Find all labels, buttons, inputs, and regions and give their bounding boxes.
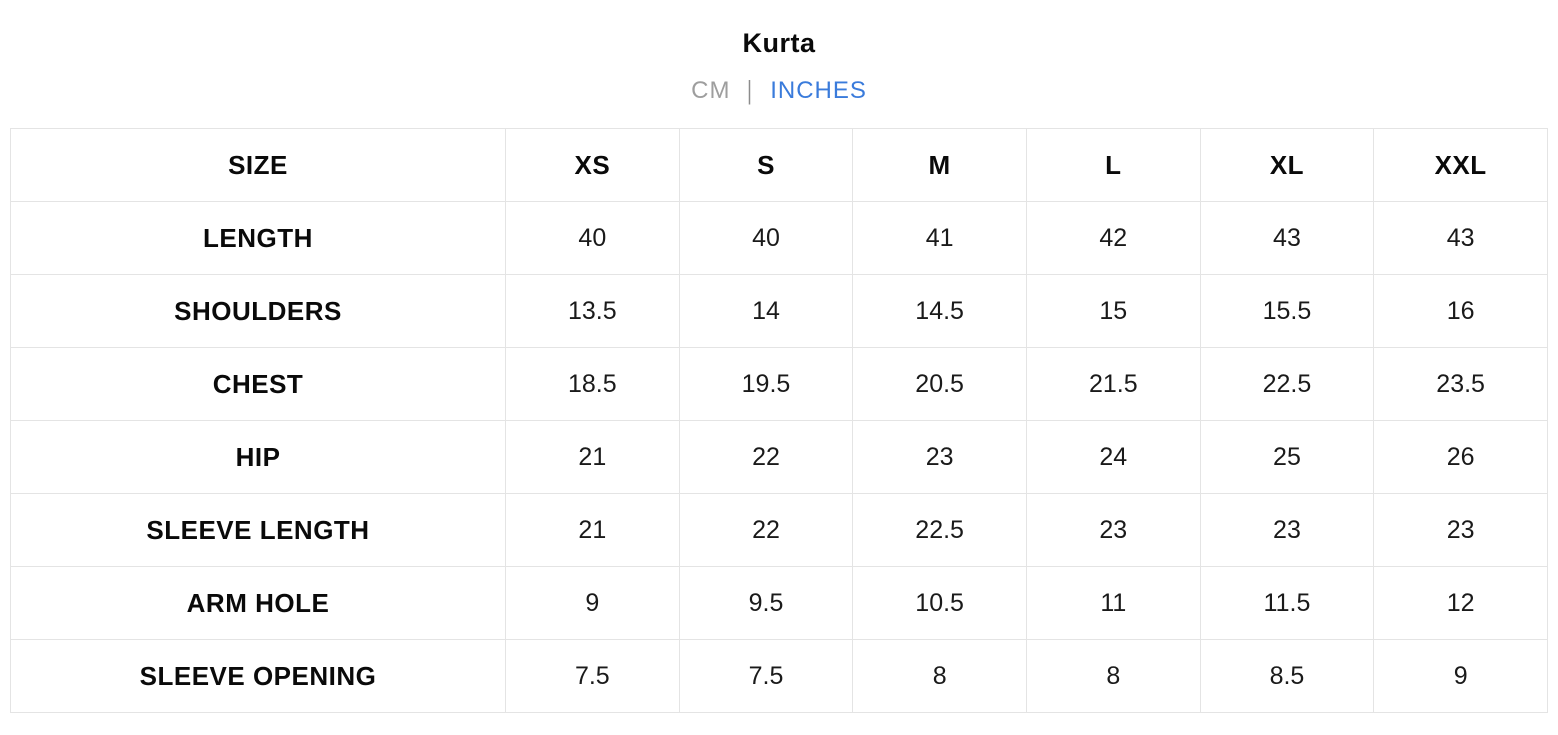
table-row-shoulders: SHOULDERS 13.5 14 14.5 15 15.5 16 <box>10 274 1548 348</box>
cell-shoulders-xs: 13.5 <box>505 274 680 348</box>
cell-length-xl: 43 <box>1199 201 1375 275</box>
cell-sleeve-length-s: 22 <box>678 493 854 567</box>
table-row-length: LENGTH 40 40 41 42 43 43 <box>10 201 1548 275</box>
cell-shoulders-s: 14 <box>678 274 854 348</box>
cell-hip-xxl: 26 <box>1373 420 1548 494</box>
cell-sleeve-opening-xs: 7.5 <box>505 639 680 713</box>
cell-hip-xl: 25 <box>1199 420 1375 494</box>
cell-chest-xs: 18.5 <box>505 347 680 421</box>
column-header-s: S <box>678 128 854 202</box>
cell-arm-hole-xs: 9 <box>505 566 680 640</box>
cell-length-xxl: 43 <box>1373 201 1548 275</box>
cell-shoulders-l: 15 <box>1025 274 1201 348</box>
cell-shoulders-xxl: 16 <box>1373 274 1548 348</box>
column-header-xl: XL <box>1199 128 1375 202</box>
cell-sleeve-length-xs: 21 <box>505 493 680 567</box>
cell-sleeve-length-l: 23 <box>1025 493 1201 567</box>
row-label-arm-hole: ARM HOLE <box>10 566 506 640</box>
header-row: SIZE XS S M L XL XXL <box>10 128 1548 202</box>
cell-sleeve-opening-xxl: 9 <box>1373 639 1548 713</box>
cell-arm-hole-xxl: 12 <box>1373 566 1548 640</box>
cell-chest-l: 21.5 <box>1025 347 1201 421</box>
table-row-chest: CHEST 18.5 19.5 20.5 21.5 22.5 23.5 <box>10 347 1548 421</box>
cell-chest-s: 19.5 <box>678 347 854 421</box>
cell-sleeve-opening-m: 8 <box>852 639 1027 713</box>
column-header-size: SIZE <box>10 128 506 202</box>
cell-sleeve-opening-l: 8 <box>1025 639 1201 713</box>
unit-toggle: CM | INCHES <box>0 75 1558 106</box>
cell-arm-hole-l: 11 <box>1025 566 1201 640</box>
table-row-arm-hole: ARM HOLE 9 9.5 10.5 11 11.5 12 <box>10 566 1548 640</box>
cell-hip-xs: 21 <box>505 420 680 494</box>
row-label-chest: CHEST <box>10 347 506 421</box>
unit-option-inches[interactable]: INCHES <box>770 76 867 104</box>
cell-length-xs: 40 <box>505 201 680 275</box>
size-chart-table: SIZE XS S M L XL XXL LENGTH 40 40 41 42 … <box>10 128 1548 713</box>
cell-arm-hole-xl: 11.5 <box>1199 566 1375 640</box>
table-row-sleeve-length: SLEEVE LENGTH 21 22 22.5 23 23 23 <box>10 493 1548 567</box>
cell-sleeve-length-xxl: 23 <box>1373 493 1548 567</box>
column-header-xxl: XXL <box>1373 128 1548 202</box>
cell-arm-hole-s: 9.5 <box>678 566 854 640</box>
cell-sleeve-length-xl: 23 <box>1199 493 1375 567</box>
column-header-m: M <box>852 128 1027 202</box>
cell-arm-hole-m: 10.5 <box>852 566 1027 640</box>
table-row-sleeve-opening: SLEEVE OPENING 7.5 7.5 8 8 8.5 9 <box>10 639 1548 713</box>
unit-toggle-separator: | <box>747 75 754 105</box>
cell-sleeve-length-m: 22.5 <box>852 493 1027 567</box>
column-header-l: L <box>1025 128 1201 202</box>
row-label-shoulders: SHOULDERS <box>10 274 506 348</box>
cell-sleeve-opening-s: 7.5 <box>678 639 854 713</box>
cell-length-m: 41 <box>852 201 1027 275</box>
cell-hip-s: 22 <box>678 420 854 494</box>
cell-hip-m: 23 <box>852 420 1027 494</box>
cell-length-l: 42 <box>1025 201 1201 275</box>
cell-chest-m: 20.5 <box>852 347 1027 421</box>
cell-sleeve-opening-xl: 8.5 <box>1199 639 1375 713</box>
row-label-sleeve-opening: SLEEVE OPENING <box>10 639 506 713</box>
cell-shoulders-xl: 15.5 <box>1199 274 1375 348</box>
cell-chest-xl: 22.5 <box>1199 347 1375 421</box>
page-title: Kurta <box>742 28 816 58</box>
row-label-length: LENGTH <box>10 201 506 275</box>
row-label-hip: HIP <box>10 420 506 494</box>
cell-length-s: 40 <box>678 201 854 275</box>
table-row-hip: HIP 21 22 23 24 25 26 <box>10 420 1548 494</box>
cell-chest-xxl: 23.5 <box>1373 347 1548 421</box>
cell-hip-l: 24 <box>1025 420 1201 494</box>
unit-option-cm[interactable]: CM <box>691 76 731 104</box>
cell-shoulders-m: 14.5 <box>852 274 1027 348</box>
column-header-xs: XS <box>505 128 680 202</box>
row-label-sleeve-length: SLEEVE LENGTH <box>10 493 506 567</box>
